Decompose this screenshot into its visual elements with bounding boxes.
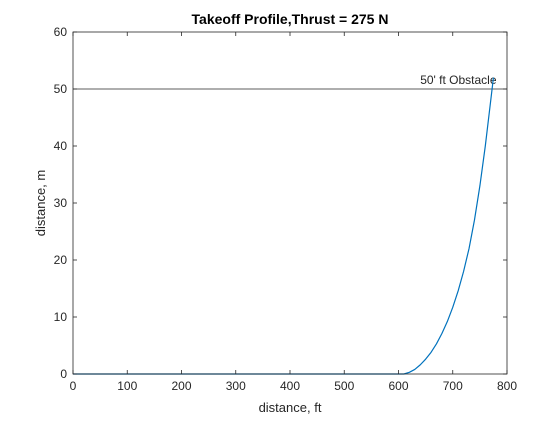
y-tick-label: 10 bbox=[54, 310, 68, 324]
x-tick-label: 200 bbox=[171, 379, 191, 393]
obstacle-annotation: 50' ft Obstacle bbox=[420, 73, 497, 87]
x-tick-label: 500 bbox=[334, 379, 354, 393]
x-tick-label: 100 bbox=[117, 379, 137, 393]
y-tick-label: 50 bbox=[54, 82, 68, 96]
y-tick-label: 40 bbox=[54, 139, 68, 153]
x-axis-label: distance, ft bbox=[259, 400, 322, 415]
y-axis-ticks: 0 10 20 30 40 50 60 bbox=[54, 25, 507, 381]
x-tick-label: 600 bbox=[388, 379, 408, 393]
x-tick-label: 700 bbox=[443, 379, 463, 393]
y-axis-label: distance, m bbox=[33, 170, 48, 236]
x-axis-ticks: 0 100 200 300 400 500 600 700 800 bbox=[70, 32, 517, 393]
y-tick-label: 0 bbox=[60, 367, 67, 381]
chart-title: Takeoff Profile,Thrust = 275 N bbox=[192, 11, 389, 27]
reference-line-layer: 50' ft Obstacle bbox=[73, 73, 507, 90]
y-tick-label: 20 bbox=[54, 253, 68, 267]
x-tick-label: 300 bbox=[226, 379, 246, 393]
y-tick-label: 60 bbox=[54, 25, 68, 39]
y-tick-label: 30 bbox=[54, 196, 68, 210]
x-tick-label: 0 bbox=[70, 379, 77, 393]
x-tick-label: 800 bbox=[497, 379, 517, 393]
x-tick-label: 400 bbox=[280, 379, 300, 393]
